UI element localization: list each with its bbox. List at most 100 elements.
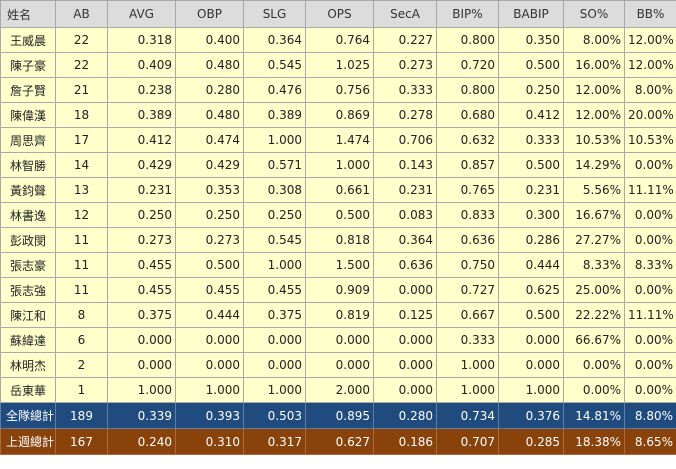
column-header-2[interactable]: AVG <box>107 0 176 28</box>
stat-cell: 0.333 <box>373 77 437 103</box>
stat-cell: 11 <box>55 277 108 303</box>
stat-cell: 0.764 <box>305 27 374 53</box>
stat-cell: 0.333 <box>436 327 499 353</box>
stat-cell: 0.480 <box>175 102 244 128</box>
stat-cell: 0.250 <box>498 77 564 103</box>
column-header-3[interactable]: OBP <box>175 0 244 28</box>
total-cell: 0.310 <box>175 428 244 455</box>
stat-cell: 0.476 <box>243 77 306 103</box>
stat-cell: 0.227 <box>373 27 437 53</box>
stat-cell: 22 <box>55 52 108 78</box>
stat-cell: 27.27% <box>563 227 625 253</box>
stat-cell: 0.278 <box>373 102 437 128</box>
total-cell: 8.65% <box>624 428 676 455</box>
stat-cell: 5.56% <box>563 177 625 203</box>
column-header-4[interactable]: SLG <box>243 0 306 28</box>
player-name: 陳偉漢 <box>0 102 56 128</box>
column-header-8[interactable]: BABIP <box>498 0 564 28</box>
stat-cell: 8 <box>55 302 108 328</box>
column-header-0[interactable]: 姓名 <box>0 0 56 28</box>
stat-cell: 0.571 <box>243 152 306 178</box>
player-name: 陳江和 <box>0 302 56 328</box>
stat-cell: 0.000 <box>243 352 306 378</box>
player-name: 彭政閔 <box>0 227 56 253</box>
stat-cell: 0.545 <box>243 227 306 253</box>
table-row: 岳東華 1 1.000 1.000 1.000 2.000 0.000 1.000 1.000 0… <box>0 377 676 403</box>
stat-cell: 1.000 <box>107 377 176 403</box>
stat-cell: 0.250 <box>175 202 244 228</box>
stat-cell: 10.53% <box>624 127 676 153</box>
player-name: 詹子賢 <box>0 77 56 103</box>
table-row: 蘇緯達 6 0.000 0.000 0.000 0.000 0.000 0.333 0.000 6… <box>0 327 676 353</box>
stat-cell: 0.455 <box>243 277 306 303</box>
stat-cell: 0.412 <box>498 102 564 128</box>
stat-cell: 0.250 <box>107 202 176 228</box>
stat-cell: 0.750 <box>436 252 499 278</box>
stat-cell: 66.67% <box>563 327 625 353</box>
stat-cell: 0.765 <box>436 177 499 203</box>
table-row: 林智勝 14 0.429 0.429 0.571 1.000 0.143 0.857 0.500… <box>0 152 676 178</box>
stat-cell: 0.00% <box>563 352 625 378</box>
stat-cell: 0.800 <box>436 77 499 103</box>
stat-cell: 0.412 <box>107 127 176 153</box>
column-header-10[interactable]: BB% <box>624 0 676 28</box>
stat-cell: 12.00% <box>624 27 676 53</box>
stat-cell: 25.00% <box>563 277 625 303</box>
batting-stats-table: 姓名 AB AVG OBP SLG OPS SecA BIP% BABIP SO% BB% 王威晨 2… <box>0 0 676 455</box>
stat-cell: 0.364 <box>373 227 437 253</box>
column-header-7[interactable]: BIP% <box>436 0 499 28</box>
stat-cell: 1.000 <box>436 377 499 403</box>
stat-cell: 0.308 <box>243 177 306 203</box>
stat-cell: 22 <box>55 27 108 53</box>
stat-cell: 0.389 <box>243 102 306 128</box>
stat-cell: 21 <box>55 77 108 103</box>
stat-cell: 0.000 <box>373 277 437 303</box>
stat-cell: 2.000 <box>305 377 374 403</box>
stat-cell: 0.756 <box>305 77 374 103</box>
player-name: 林明杰 <box>0 352 56 378</box>
total-cell: 0.627 <box>305 428 374 455</box>
stat-cell: 17 <box>55 127 108 153</box>
stat-cell: 0.444 <box>175 302 244 328</box>
total-cell: 0.895 <box>305 402 374 429</box>
stat-cell: 0.000 <box>373 327 437 353</box>
stat-cell: 1.000 <box>243 252 306 278</box>
stat-cell: 11.11% <box>624 302 676 328</box>
stat-cell: 0.231 <box>498 177 564 203</box>
player-name: 張志強 <box>0 277 56 303</box>
total-cell: 0.339 <box>107 402 176 429</box>
stat-cell: 0.720 <box>436 52 499 78</box>
stat-cell: 13 <box>55 177 108 203</box>
last-week-row: 上週總計 167 0.240 0.310 0.317 0.627 0.186 0.707 0.2… <box>0 428 676 455</box>
stat-cell: 0.500 <box>175 252 244 278</box>
stat-cell: 0.661 <box>305 177 374 203</box>
total-cell: 0.285 <box>498 428 564 455</box>
stat-cell: 0.706 <box>373 127 437 153</box>
stat-cell: 8.33% <box>624 252 676 278</box>
table-row: 陳子豪 22 0.409 0.480 0.545 1.025 0.273 0.720 0.500… <box>0 52 676 78</box>
column-header-5[interactable]: OPS <box>305 0 374 28</box>
column-header-9[interactable]: SO% <box>563 0 625 28</box>
column-header-6[interactable]: SecA <box>373 0 437 28</box>
stat-cell: 0.143 <box>373 152 437 178</box>
stat-cell: 0.000 <box>305 327 374 353</box>
stat-cell: 0.667 <box>436 302 499 328</box>
stat-cell: 0.455 <box>107 277 176 303</box>
total-cell: 0.240 <box>107 428 176 455</box>
stat-cell: 10.53% <box>563 127 625 153</box>
column-header-1[interactable]: AB <box>55 0 108 28</box>
stat-cell: 0.625 <box>498 277 564 303</box>
stat-cell: 14.29% <box>563 152 625 178</box>
stat-cell: 0.375 <box>107 302 176 328</box>
stat-cell: 0.819 <box>305 302 374 328</box>
stat-cell: 12.00% <box>563 77 625 103</box>
stat-cell: 0.444 <box>498 252 564 278</box>
stat-cell: 0.250 <box>243 202 306 228</box>
team-total-label: 全隊總計 <box>0 402 56 429</box>
stat-cell: 0.000 <box>107 327 176 353</box>
stat-cell: 8.00% <box>563 27 625 53</box>
stat-cell: 1.500 <box>305 252 374 278</box>
stat-cell: 0.350 <box>498 27 564 53</box>
player-name: 陳子豪 <box>0 52 56 78</box>
player-name: 黃鈞聲 <box>0 177 56 203</box>
